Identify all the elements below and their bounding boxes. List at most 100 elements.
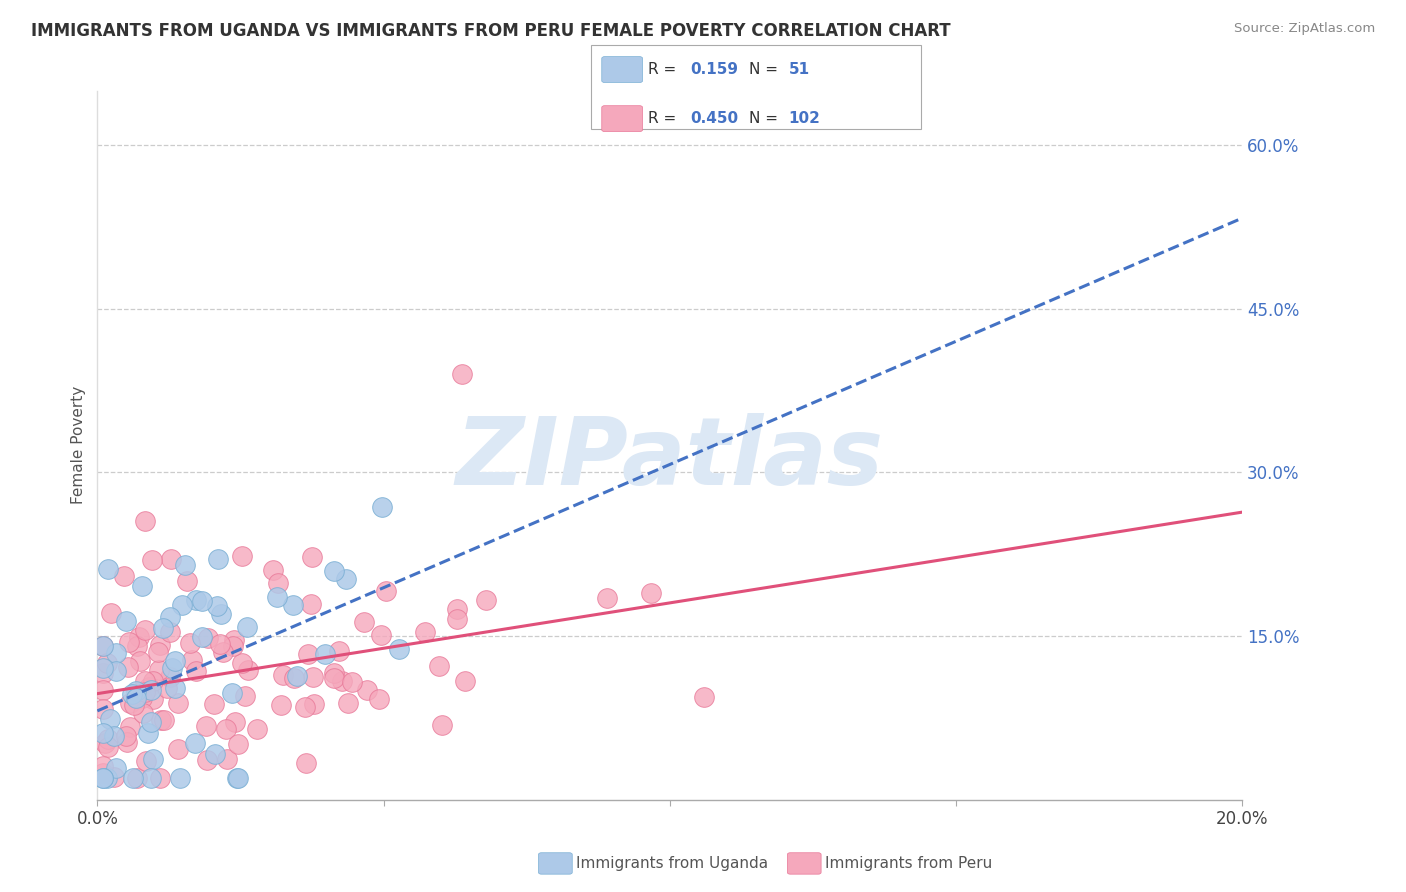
Point	[297, 647, 319, 661]
Point	[388, 642, 411, 657]
Point	[283, 671, 305, 685]
Point	[169, 771, 191, 785]
Point	[135, 755, 157, 769]
Point	[302, 670, 325, 684]
Point	[91, 726, 114, 740]
Text: Immigrants from Peru: Immigrants from Peru	[825, 856, 993, 871]
Point	[105, 761, 128, 775]
Point	[323, 564, 346, 578]
Text: 0.450: 0.450	[690, 112, 738, 126]
Y-axis label: Female Poverty: Female Poverty	[72, 386, 86, 504]
Point	[285, 669, 308, 683]
Point	[215, 723, 238, 737]
Point	[132, 706, 155, 721]
Point	[262, 563, 284, 577]
Point	[159, 609, 181, 624]
Point	[159, 624, 181, 639]
Point	[205, 599, 228, 614]
Point	[266, 591, 288, 605]
Point	[112, 569, 135, 583]
Point	[302, 697, 325, 711]
Point	[475, 592, 498, 607]
Point	[134, 514, 156, 528]
Point	[207, 552, 229, 566]
Point	[166, 741, 188, 756]
Text: 102: 102	[789, 112, 821, 126]
Point	[142, 692, 165, 706]
Point	[91, 640, 114, 654]
Point	[127, 771, 149, 785]
Point	[314, 648, 336, 662]
Point	[148, 638, 170, 652]
Point	[368, 692, 391, 706]
Point	[226, 737, 249, 751]
Point	[328, 644, 350, 658]
Point	[209, 607, 232, 621]
Point	[149, 771, 172, 785]
Point	[125, 690, 148, 705]
Point	[271, 668, 294, 682]
Point	[596, 591, 619, 605]
Point	[446, 602, 468, 616]
Point	[226, 771, 249, 785]
Point	[96, 771, 118, 785]
Point	[100, 606, 122, 620]
Point	[294, 699, 316, 714]
Point	[202, 697, 225, 711]
Point	[134, 685, 156, 699]
Point	[91, 661, 114, 675]
Point	[146, 645, 169, 659]
Point	[141, 553, 163, 567]
Text: 0.159: 0.159	[690, 62, 738, 77]
Text: ZIPatlas: ZIPatlas	[456, 413, 884, 506]
Point	[118, 635, 141, 649]
Point	[197, 631, 219, 645]
Point	[181, 653, 204, 667]
Point	[118, 720, 141, 734]
Point	[191, 630, 214, 644]
Point	[149, 713, 172, 727]
Point	[91, 771, 114, 785]
Point	[222, 633, 245, 648]
Point	[142, 752, 165, 766]
Text: N =: N =	[749, 62, 783, 77]
Point	[322, 666, 344, 681]
Point	[91, 702, 114, 716]
Point	[121, 771, 143, 785]
Point	[370, 628, 392, 642]
Point	[121, 688, 143, 702]
Point	[231, 656, 253, 670]
Point	[129, 654, 152, 668]
Text: Immigrants from Uganda: Immigrants from Uganda	[576, 856, 769, 871]
Point	[165, 681, 187, 695]
Point	[139, 771, 162, 785]
Point	[337, 696, 360, 710]
Point	[693, 690, 716, 705]
Point	[224, 715, 246, 730]
Point	[215, 752, 238, 766]
Point	[322, 671, 344, 685]
Text: R =: R =	[648, 112, 682, 126]
Point	[128, 630, 150, 644]
Text: R =: R =	[648, 62, 682, 77]
Point	[246, 722, 269, 736]
Point	[179, 636, 201, 650]
Point	[233, 689, 256, 703]
Point	[98, 712, 121, 726]
Point	[176, 574, 198, 589]
Point	[138, 681, 160, 695]
Point	[97, 740, 120, 755]
Point	[226, 771, 249, 785]
Point	[125, 639, 148, 653]
Point	[103, 729, 125, 743]
Point	[160, 552, 183, 566]
Point	[142, 673, 165, 688]
Point	[353, 615, 375, 630]
Point	[174, 558, 197, 573]
Point	[221, 686, 243, 700]
Point	[281, 599, 304, 613]
Point	[295, 756, 318, 770]
Point	[104, 646, 127, 660]
Point	[204, 747, 226, 761]
Point	[270, 698, 292, 712]
